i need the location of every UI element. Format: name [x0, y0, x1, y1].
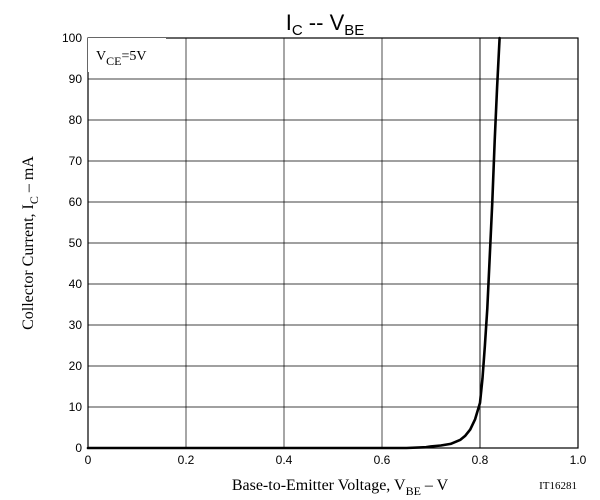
annotation-sub: CE [106, 54, 121, 68]
chart-title-sep: -- [303, 10, 330, 35]
tick-labels: 0 0.2 0.4 0.6 0.8 1.0 0 10 20 30 40 50 60 70 80 90 100 [62, 31, 587, 467]
x-tick-label: 0 [85, 453, 92, 467]
x-tick-label: 0.6 [374, 453, 391, 467]
x-tick-label: 0.8 [472, 453, 489, 467]
chart-title-sub: C [292, 22, 303, 39]
x-tick-label: 1.0 [570, 453, 587, 467]
y-tick-label: 20 [69, 359, 83, 373]
x-tick-label: 0.4 [276, 453, 293, 467]
x-axis-label-pre: Base-to-Emitter Voltage, V [232, 477, 406, 494]
gridlines [88, 38, 578, 448]
series-line [86, 36, 501, 450]
annotation-post: =5V [121, 49, 146, 64]
y-tick-label: 0 [75, 441, 82, 455]
y-axis-label: Collector Current, IC – mA [20, 156, 41, 330]
y-tick-label: 90 [69, 72, 83, 86]
y-tick-label: 30 [69, 318, 83, 332]
y-axis-label-sub: C [27, 196, 41, 204]
annotation-box [88, 38, 166, 72]
annotation-label: VCE=5V [96, 49, 146, 68]
chart-title: IC -- VBE [286, 10, 365, 39]
y-tick-label: 80 [69, 113, 83, 127]
y-axis-label-pre: Collector Current, I [20, 204, 37, 330]
x-axis-label-sub: BE [406, 484, 421, 498]
y-tick-label: 10 [69, 400, 83, 414]
y-tick-label: 60 [69, 195, 83, 209]
series-group [86, 36, 501, 450]
y-tick-label: 70 [69, 154, 83, 168]
x-axis-label-post: – V [421, 477, 449, 494]
y-tick-label: 100 [62, 31, 82, 45]
x-axis-label: Base-to-Emitter Voltage, VBE – V [232, 477, 449, 498]
y-axis-label-post: – mA [20, 156, 37, 196]
chart-title-sub2: BE [344, 22, 364, 39]
y-tick-label: 40 [69, 277, 83, 291]
chart-title-main: I [286, 10, 292, 35]
annotation-pre: V [96, 49, 106, 64]
chart-title-main2: V [330, 10, 345, 35]
figure-code: IT16281 [539, 480, 577, 492]
y-tick-label: 50 [69, 236, 83, 250]
x-tick-label: 0.2 [178, 453, 195, 467]
